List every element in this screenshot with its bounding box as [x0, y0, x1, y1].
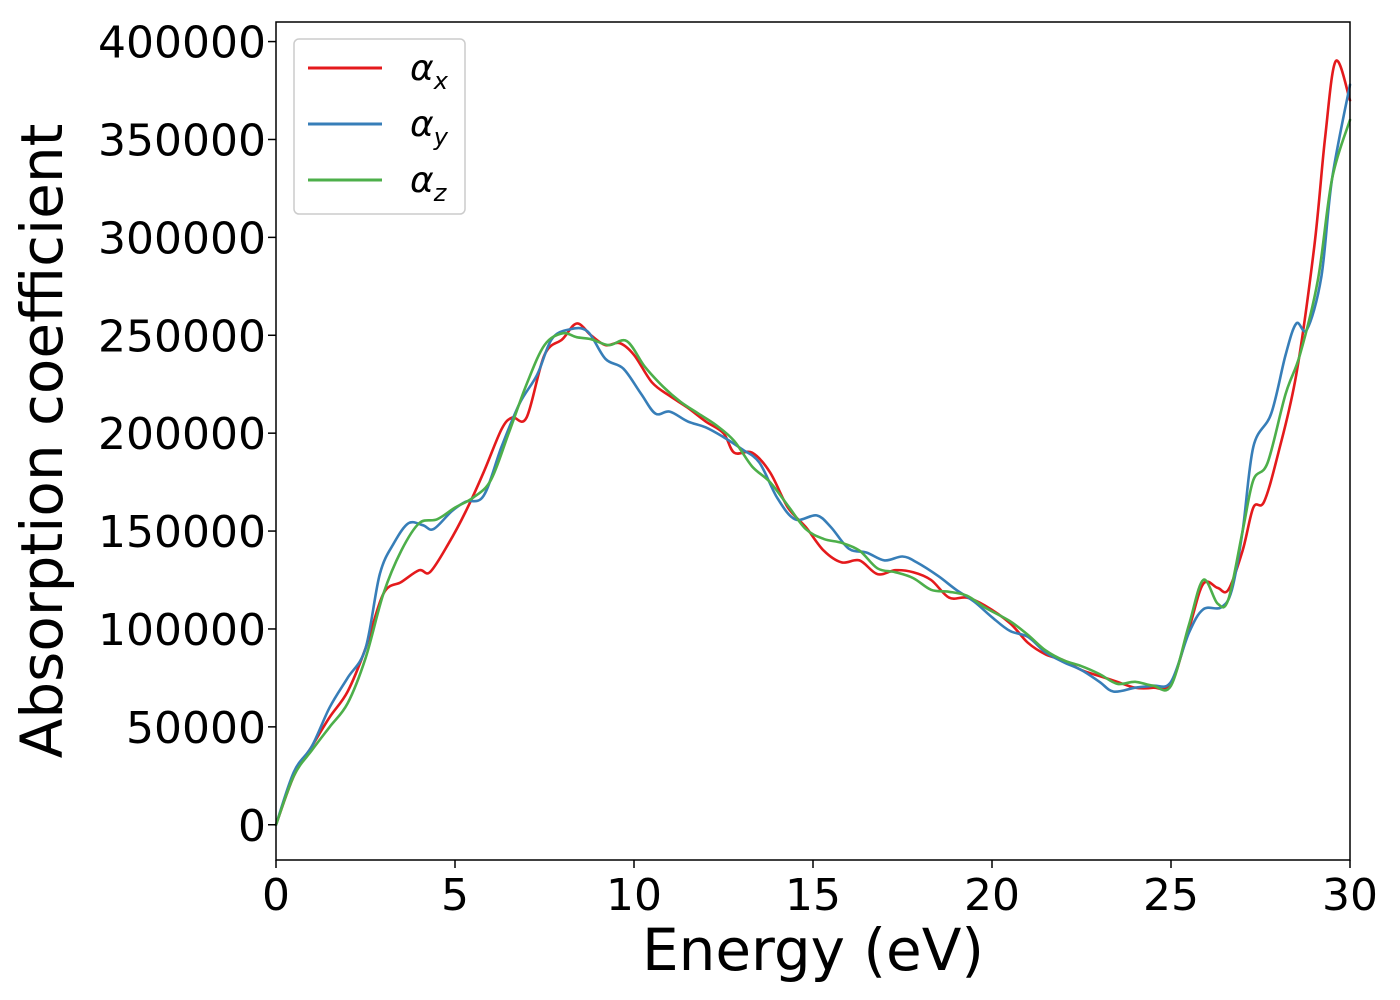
y-tick-label: 150000 [98, 507, 266, 558]
x-tick-label: 10 [606, 870, 662, 921]
series-line-z [274, 118, 1352, 827]
y-axis-title: Absorption coefficient [8, 124, 76, 759]
legend-label-y: αy [410, 104, 449, 151]
x-tick-label: 15 [785, 870, 841, 921]
legend: αx αy αz [293, 38, 466, 215]
x-tick-label: 0 [262, 870, 290, 921]
y-axis: 0 50000 100000 150000 200000 250000 300000 3500… [98, 18, 276, 852]
x-axis: 0 5 10 15 20 25 30 [262, 860, 1378, 921]
series-line-x [274, 59, 1352, 827]
y-tick-label: 100000 [98, 605, 266, 656]
y-tick-label: 350000 [98, 115, 266, 166]
x-axis-title: Energy (eV) [642, 916, 984, 984]
legend-box [293, 38, 466, 215]
legend-label-z: αz [410, 160, 448, 207]
x-tick-label: 5 [441, 870, 469, 921]
legend-label-x: αx [410, 48, 449, 95]
series-layer [274, 59, 1352, 827]
x-tick-label: 30 [1322, 870, 1378, 921]
y-tick-label: 400000 [98, 18, 266, 69]
y-tick-label: 250000 [98, 311, 266, 362]
y-tick-label: 50000 [126, 703, 266, 754]
y-tick-label: 0 [238, 801, 266, 852]
y-tick-label: 200000 [98, 409, 266, 460]
x-tick-label: 20 [964, 870, 1020, 921]
x-tick-label: 25 [1143, 870, 1199, 921]
series-line-y [274, 83, 1352, 827]
y-tick-label: 300000 [98, 213, 266, 264]
